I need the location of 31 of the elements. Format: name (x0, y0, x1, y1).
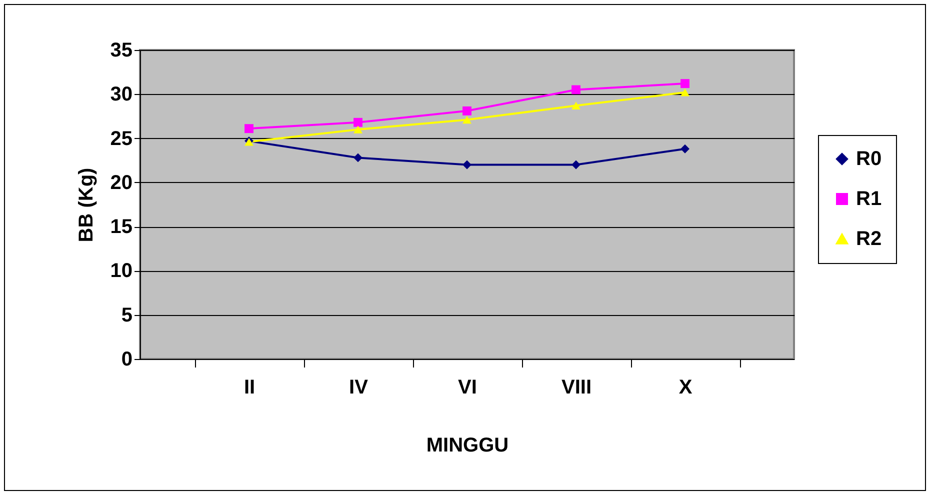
x-tick-label: VI (458, 376, 477, 398)
point (244, 124, 254, 134)
y-tick-label: 10 (110, 260, 132, 282)
y-tick-label: 35 (110, 40, 132, 62)
x-tick-label: VIII (561, 376, 592, 398)
x-tick-label: IV (349, 376, 369, 398)
y-tick-label: 30 (110, 84, 132, 106)
point (462, 106, 472, 116)
point (680, 79, 690, 88)
point (572, 85, 580, 94)
y-tick-label: 0 (121, 348, 132, 370)
y-tick-label: 5 (121, 304, 132, 326)
point (354, 118, 362, 127)
point (354, 126, 362, 134)
x-tick-label: II (244, 376, 256, 398)
point (462, 160, 472, 170)
point (572, 160, 580, 170)
x-tick-label: X (678, 376, 693, 398)
point (680, 88, 690, 96)
point (572, 102, 580, 110)
point (462, 116, 472, 124)
legend-label: R2 (856, 228, 882, 250)
x-axis-title: MINGGU (426, 434, 509, 456)
legend-label: R1 (856, 188, 882, 210)
legend-label: R0 (856, 148, 882, 170)
y-tick-label: 15 (110, 216, 132, 238)
point (354, 153, 362, 162)
y-axis-title: BB (Kg) (75, 168, 98, 242)
y-tick-label: 20 (110, 172, 132, 194)
point (680, 144, 690, 154)
y-tick-label: 25 (110, 128, 132, 150)
